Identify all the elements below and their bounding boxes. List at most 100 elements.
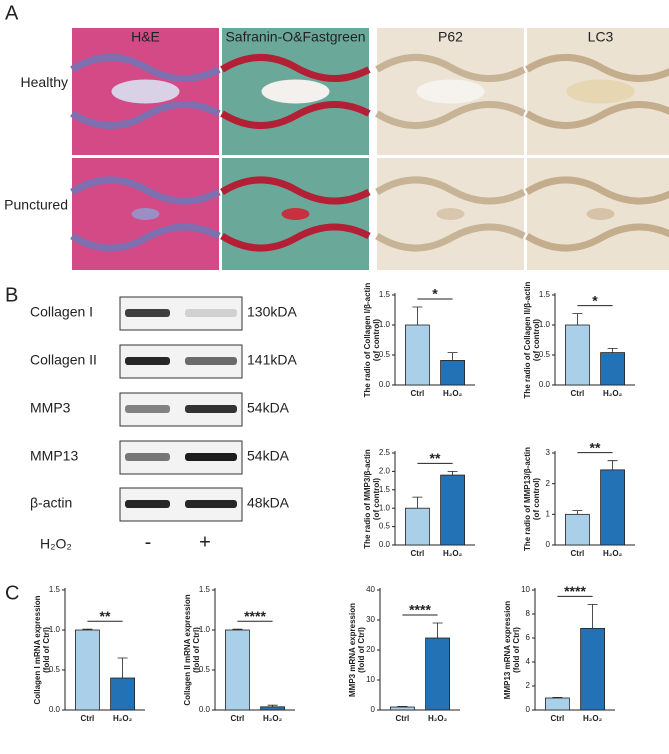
error-bar bbox=[232, 628, 243, 630]
row-label: Healthy bbox=[21, 74, 68, 90]
significance: * bbox=[592, 292, 598, 308]
y-tick-label: 10 bbox=[521, 585, 530, 594]
error-bar bbox=[572, 510, 583, 515]
blot-label: MMP3 bbox=[30, 400, 71, 416]
x-tick-label: H₂O₂ bbox=[443, 549, 463, 558]
y-tick-label: 0 bbox=[546, 540, 551, 549]
x-tick-label: Ctrl bbox=[231, 714, 245, 723]
y-tick-label: 1.5 bbox=[539, 290, 551, 299]
bar bbox=[110, 677, 135, 711]
y-axis-label: MMP3 mRNA expression bbox=[348, 603, 357, 697]
bar bbox=[600, 352, 625, 386]
disc bbox=[131, 208, 160, 220]
blot-size: 48kDA bbox=[247, 495, 290, 511]
error-bar bbox=[607, 460, 618, 470]
y-axis-label: The radio of MMP3/β-actin bbox=[363, 449, 372, 549]
tissue-band bbox=[70, 176, 221, 205]
panel-label: C bbox=[5, 582, 19, 604]
error-bar bbox=[267, 704, 278, 707]
bar bbox=[260, 706, 286, 711]
x-tick-label: H₂O₂ bbox=[603, 389, 623, 398]
blot-label: Collagen I bbox=[30, 304, 93, 320]
significance: **** bbox=[244, 608, 266, 624]
x-tick-label: Ctrl bbox=[571, 549, 585, 558]
bar bbox=[425, 637, 451, 711]
y-tick-label: 10 bbox=[366, 675, 375, 684]
tissue-band bbox=[525, 54, 669, 82]
x-tick-label: Ctrl bbox=[551, 714, 565, 723]
y-tick-label: 1.5 bbox=[49, 585, 61, 594]
y-tick-label: 2.5 bbox=[379, 448, 391, 457]
bar bbox=[580, 628, 605, 711]
y-axis-label: (of control) bbox=[372, 319, 381, 362]
y-tick-label: 1.0 bbox=[539, 320, 551, 329]
tissue-band bbox=[220, 176, 371, 205]
treatment-minus: - bbox=[145, 531, 152, 553]
blot-band bbox=[185, 357, 237, 365]
x-tick-label: H₂O₂ bbox=[263, 714, 283, 723]
column-title: LC3 bbox=[588, 29, 614, 45]
column-title: Safranin-O&Fastgreen bbox=[225, 29, 365, 45]
blot-size: 130kDA bbox=[247, 304, 297, 320]
tissue-band bbox=[525, 101, 669, 129]
y-tick-label: 40 bbox=[366, 585, 375, 594]
significance: ** bbox=[430, 450, 441, 466]
x-tick-label: Ctrl bbox=[396, 714, 410, 723]
y-tick-label: 1.5 bbox=[379, 485, 391, 494]
x-tick-label: H₂O₂ bbox=[113, 714, 133, 723]
error-bar bbox=[82, 628, 93, 630]
y-tick-label: 2 bbox=[546, 479, 551, 488]
error-bar bbox=[447, 471, 458, 476]
tissue-band bbox=[220, 223, 371, 252]
y-tick-label: 1.0 bbox=[379, 503, 391, 512]
y-tick-label: 0.0 bbox=[539, 380, 551, 389]
error-bar bbox=[607, 348, 618, 353]
y-tick-label: 0.5 bbox=[379, 522, 391, 531]
significance: **** bbox=[409, 602, 431, 618]
y-tick-label: 0 bbox=[526, 705, 531, 714]
bar bbox=[565, 513, 590, 546]
bar bbox=[600, 469, 625, 546]
blot-label: Collagen II bbox=[30, 352, 97, 368]
y-tick-label: 6 bbox=[526, 633, 531, 642]
y-tick-label: 0 bbox=[371, 705, 376, 714]
panel-label: A bbox=[5, 2, 19, 24]
y-tick-label: 2.0 bbox=[379, 467, 391, 476]
error-bar bbox=[587, 604, 598, 629]
blot-band bbox=[125, 357, 170, 365]
bar bbox=[565, 324, 590, 386]
y-tick-label: 1.5 bbox=[379, 290, 391, 299]
blot-band bbox=[185, 309, 237, 317]
tissue-band bbox=[525, 223, 669, 252]
tissue-band bbox=[525, 176, 669, 205]
bar bbox=[440, 474, 466, 546]
tissue-band bbox=[375, 223, 526, 252]
y-tick-label: 2 bbox=[526, 681, 531, 690]
treatment-label: H₂O₂ bbox=[40, 536, 72, 552]
blot-band bbox=[185, 453, 237, 461]
blot-size: 54kDA bbox=[247, 448, 290, 464]
y-tick-label: 1.0 bbox=[199, 625, 211, 634]
error-bar bbox=[397, 706, 408, 707]
blot-label: β-actin bbox=[30, 495, 72, 511]
y-tick-label: 0.5 bbox=[539, 350, 551, 359]
column-title: H&E bbox=[131, 29, 160, 45]
y-tick-label: 4 bbox=[526, 657, 531, 666]
disc bbox=[566, 79, 635, 104]
y-tick-label: 30 bbox=[366, 615, 375, 624]
error-bar bbox=[572, 313, 583, 325]
x-tick-label: Ctrl bbox=[411, 389, 425, 398]
y-tick-label: 1.0 bbox=[49, 625, 61, 634]
y-axis-label: (fold of Ctrl) bbox=[357, 627, 366, 673]
blot-band bbox=[185, 500, 237, 508]
column-title: P62 bbox=[438, 29, 463, 45]
tissue-band bbox=[375, 176, 526, 205]
disc bbox=[436, 208, 465, 220]
error-bar bbox=[552, 697, 563, 698]
x-tick-label: H₂O₂ bbox=[603, 549, 623, 558]
x-tick-label: Ctrl bbox=[81, 714, 95, 723]
y-tick-label: 20 bbox=[366, 645, 375, 654]
y-tick-label: 0.0 bbox=[379, 540, 391, 549]
tissue-band bbox=[70, 54, 221, 82]
